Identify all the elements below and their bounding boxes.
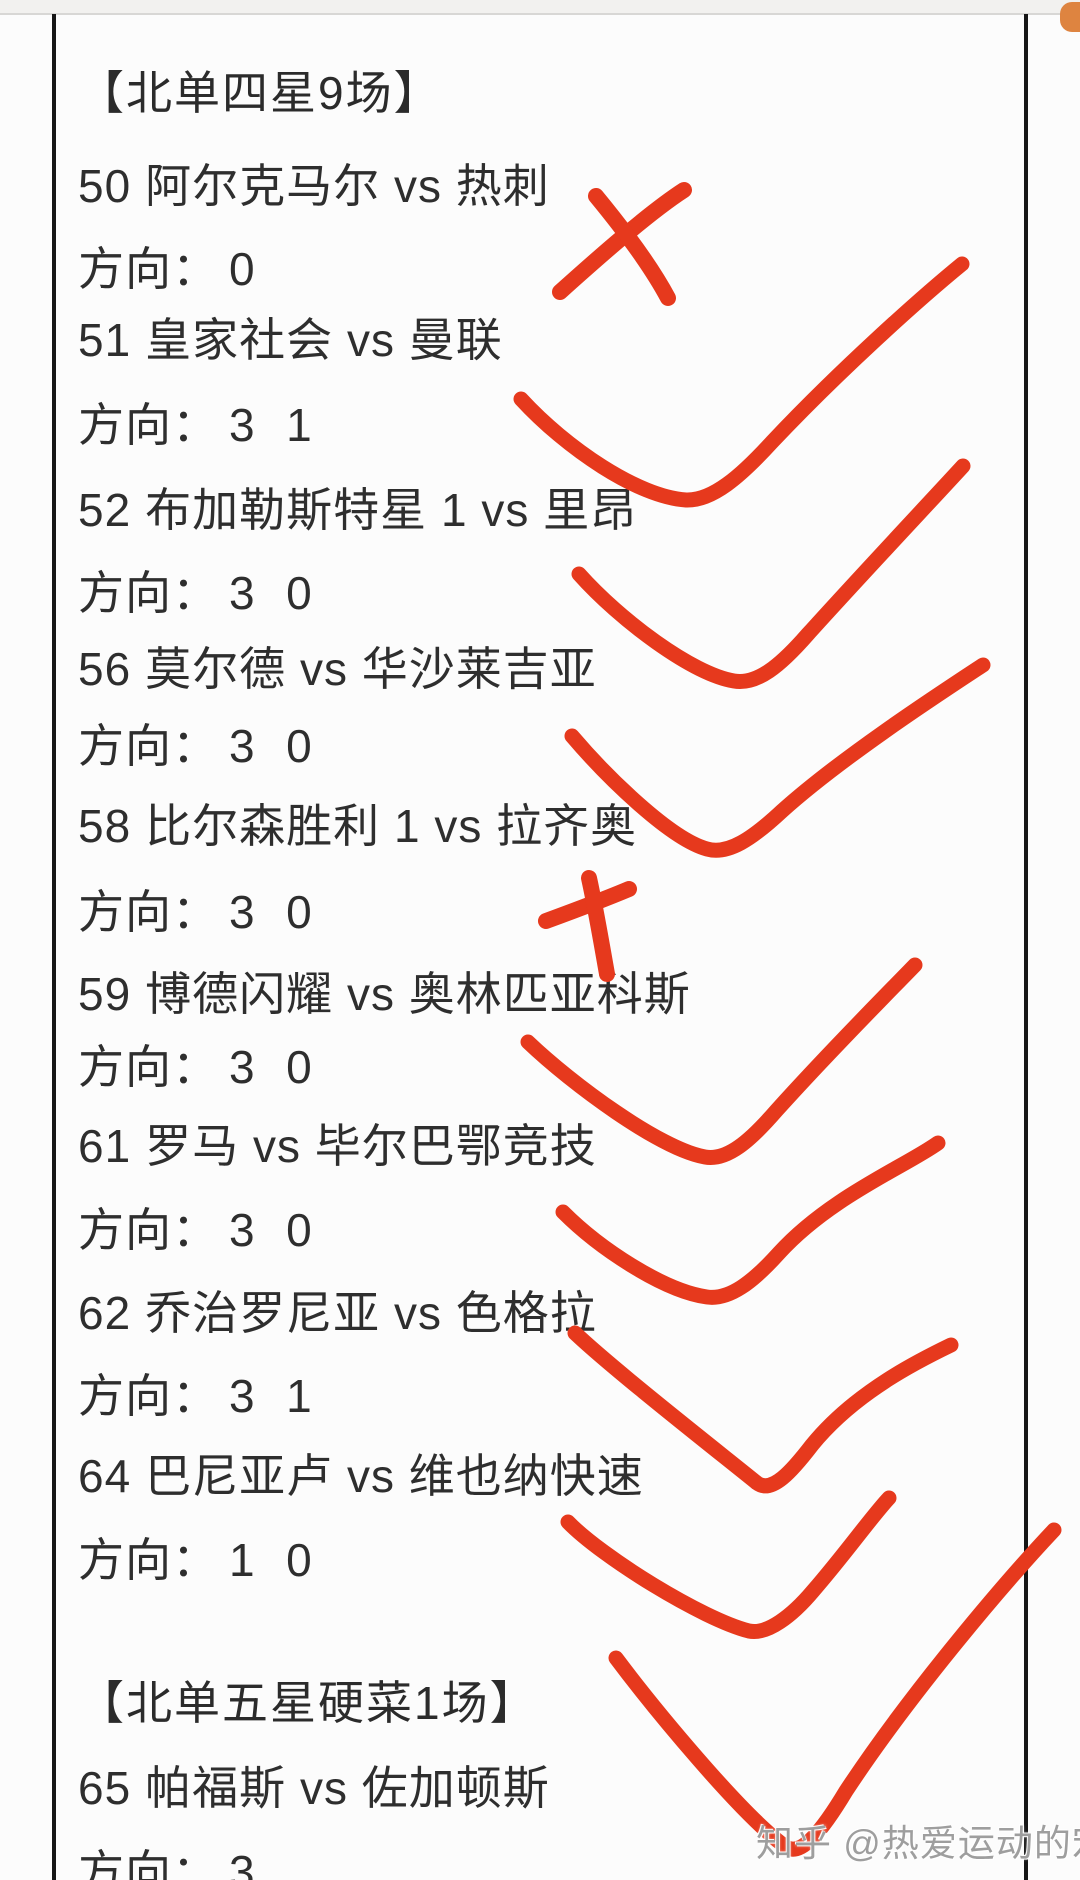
direction-row-64: 方向： 1 0 <box>78 1534 314 1586</box>
check-mark-51 <box>513 256 970 508</box>
direction-label: 方向： <box>78 243 219 295</box>
match-teams: 皇家社会 vs 曼联 <box>145 314 503 366</box>
match-teams: 罗马 vs 毕尔巴鄂竞技 <box>145 1120 597 1172</box>
match-row-59: 59 博德闪耀 vs 奥林匹亚科斯 <box>78 968 691 1020</box>
right-border-line <box>1024 14 1028 1880</box>
direction-label: 方向： <box>78 1534 219 1586</box>
direction-row-50: 方向： 0 <box>78 243 257 295</box>
match-teams: 巴尼亚卢 vs 维也纳快速 <box>145 1450 644 1502</box>
check-mark-65 <box>608 1522 1062 1857</box>
cross-mark-58 <box>581 870 615 982</box>
match-row-62: 62 乔治罗尼亚 vs 色格拉 <box>78 1287 597 1339</box>
direction-label: 方向： <box>78 399 219 451</box>
direction-label: 方向： <box>78 1204 219 1256</box>
direction-value: 3 0 <box>229 567 314 619</box>
direction-row-59: 方向： 3 0 <box>78 1041 314 1093</box>
match-row-58: 58 比尔森胜利 1 vs 拉齐奥 <box>78 800 637 852</box>
direction-value: 3 1 <box>229 1370 314 1422</box>
left-border-line <box>52 14 56 1880</box>
section-header: 【北单四星9场】 <box>78 67 442 119</box>
direction-value: 3 0 <box>229 886 314 938</box>
match-teams: 布加勒斯特星 1 vs 里昂 <box>145 484 638 536</box>
direction-label: 方向： <box>78 886 219 938</box>
direction-label: 方向： <box>78 567 219 619</box>
direction-row-61: 方向： 3 0 <box>78 1204 314 1256</box>
direction-value: 1 0 <box>229 1534 314 1586</box>
direction-value: 0 <box>229 243 257 295</box>
direction-label: 方向： <box>78 1370 219 1422</box>
match-number: 65 <box>78 1762 132 1814</box>
match-number: 58 <box>78 800 132 852</box>
watermark: 知乎 @热爱运动的宏 <box>756 1823 1080 1864</box>
match-number: 56 <box>78 643 132 695</box>
match-row-52: 52 布加勒斯特星 1 vs 里昂 <box>78 484 637 536</box>
cross-mark-58 <box>538 881 637 929</box>
match-teams: 阿尔克马尔 vs 热刺 <box>145 160 550 212</box>
match-row-64: 64 巴尼亚卢 vs 维也纳快速 <box>78 1450 644 1502</box>
direction-row-62: 方向： 3 1 <box>78 1370 314 1422</box>
section-header: 【北单五星硬菜1场】 <box>78 1677 538 1729</box>
direction-value: 3 1 <box>229 399 314 451</box>
match-teams: 帕福斯 vs 佐加顿斯 <box>145 1762 550 1814</box>
direction-row-58: 方向： 3 0 <box>78 886 314 938</box>
cross-mark-50 <box>588 188 676 306</box>
match-number: 50 <box>78 160 132 212</box>
check-mark-61 <box>555 1135 946 1305</box>
match-row-65: 65 帕福斯 vs 佐加顿斯 <box>78 1762 550 1814</box>
direction-label: 方向： <box>78 1846 219 1880</box>
direction-row-52: 方向： 3 0 <box>78 567 314 619</box>
match-number: 64 <box>78 1450 132 1502</box>
match-teams: 莫尔德 vs 华沙莱吉亚 <box>145 643 597 695</box>
match-number: 61 <box>78 1120 132 1172</box>
cross-mark-50 <box>552 182 692 300</box>
match-number: 62 <box>78 1287 132 1339</box>
top-right-tab[interactable] <box>1060 2 1080 32</box>
direction-row-65: 方向： 3 <box>78 1846 257 1880</box>
direction-value: 3 0 <box>229 1041 314 1093</box>
direction-value: 3 <box>229 1846 257 1880</box>
match-number: 52 <box>78 484 132 536</box>
direction-row-51: 方向： 3 1 <box>78 399 314 451</box>
direction-label: 方向： <box>78 720 219 772</box>
match-row-51: 51 皇家社会 vs 曼联 <box>78 314 503 366</box>
match-row-61: 61 罗马 vs 毕尔巴鄂竞技 <box>78 1120 597 1172</box>
match-number: 51 <box>78 314 132 366</box>
direction-row-56: 方向： 3 0 <box>78 720 314 772</box>
match-row-56: 56 莫尔德 vs 华沙莱吉亚 <box>78 643 597 695</box>
direction-label: 方向： <box>78 1041 219 1093</box>
top-divider <box>0 0 1080 15</box>
match-number: 59 <box>78 968 132 1020</box>
match-teams: 博德闪耀 vs 奥林匹亚科斯 <box>145 968 691 1020</box>
check-mark-64 <box>560 1490 897 1639</box>
direction-value: 3 0 <box>229 720 314 772</box>
direction-value: 3 0 <box>229 1204 314 1256</box>
match-row-50: 50 阿尔克马尔 vs 热刺 <box>78 160 550 212</box>
match-teams: 乔治罗尼亚 vs 色格拉 <box>145 1287 597 1339</box>
match-teams: 比尔森胜利 1 vs 拉齐奥 <box>145 800 638 852</box>
